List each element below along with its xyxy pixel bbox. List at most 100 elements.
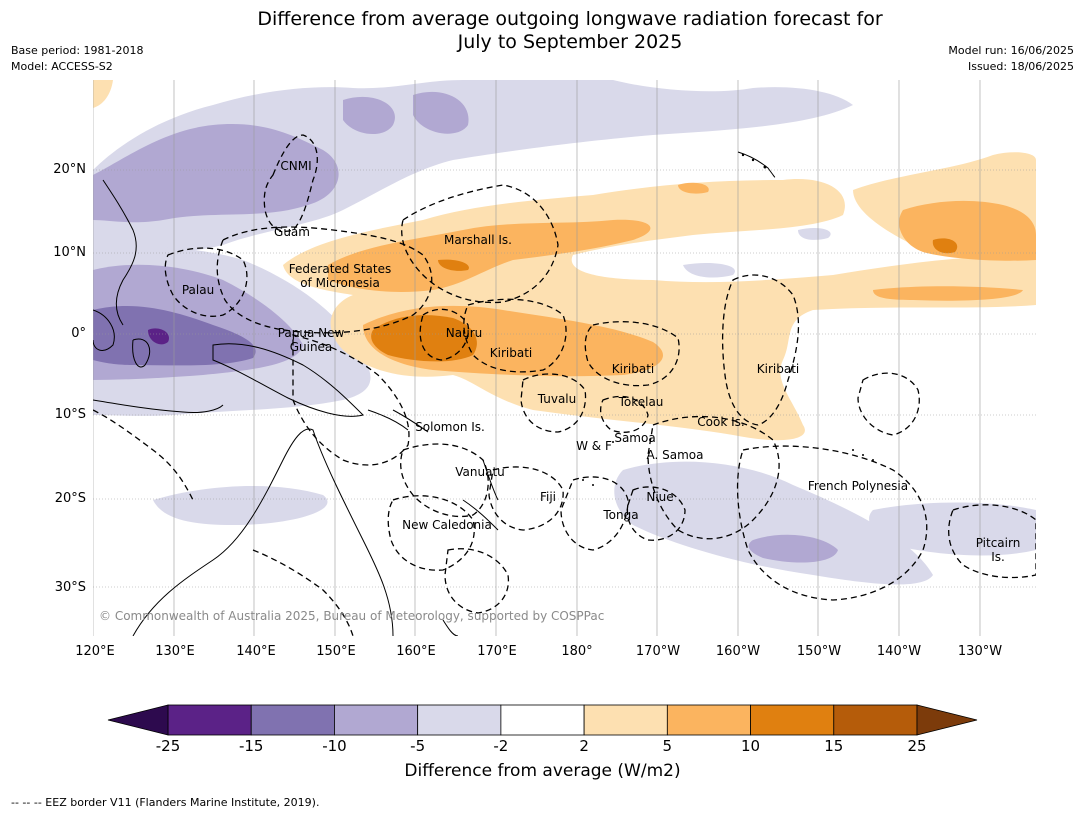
eez-marshall (401, 184, 559, 304)
eez-tuvalu-tokelau (520, 373, 649, 433)
place-label-samoa: Samoa (614, 431, 656, 445)
lon-label-130e: 130°E (155, 644, 195, 659)
eez-kiribati-gilbert (463, 298, 567, 373)
colorbar-segment (666, 704, 751, 736)
colorbar-tick-label: 25 (907, 737, 927, 755)
region-mid-purple-south (748, 534, 838, 563)
place-label-french-polynesia: French Polynesia (807, 479, 909, 493)
eez-tonga-niue (560, 476, 686, 551)
indonesia-coastline (93, 399, 224, 413)
map-canvas (93, 80, 1036, 636)
grid-lines (93, 80, 1036, 636)
lon-label-170e: 170°E (477, 644, 517, 659)
lat-label-20n: 20°N (53, 162, 86, 177)
place-label-cook-islands: Cook Is. (697, 415, 745, 429)
eez-kiribati-line (721, 274, 800, 426)
lon-label-140w: 140°W (876, 644, 922, 659)
lat-label-30s: 30°S (54, 580, 86, 595)
base-period: Base period: 1981-2018 (11, 44, 144, 57)
map-panel (93, 80, 1036, 636)
negative-anomaly-regions (93, 80, 1036, 585)
colorbar-tick-label: -10 (322, 737, 347, 755)
new-zealand-coastline (442, 619, 459, 636)
hawaii-coastline (737, 151, 776, 178)
meta-right: Model run: 16/06/2025 Issued: 18/06/2025 (948, 43, 1074, 75)
place-label-kiribati-central: Kiribati (611, 362, 655, 376)
chart-title: Difference from average outgoing longwav… (257, 8, 883, 53)
model-name: Model: ACCESS-S2 (11, 60, 113, 73)
lon-label-140e: 140°E (236, 644, 276, 659)
place-label-marshall-islands: Marshall Is. (444, 233, 512, 247)
place-label-niue: Niue (646, 490, 674, 504)
lon-label-160w: 160°W (715, 644, 761, 659)
eez-new-caledonia (387, 495, 475, 571)
lon-label-120e: 120°E (75, 644, 115, 659)
eez-palau (164, 247, 248, 317)
eez-vanuatu-fiji (400, 443, 564, 531)
region-mid-orange-west (328, 219, 651, 292)
lon-label-160e: 160°E (396, 644, 436, 659)
place-label-kiribati-east: Kiribati (756, 362, 800, 376)
lon-label-170w: 170°W (635, 644, 681, 659)
eez-nauru (419, 308, 470, 361)
issued-date: Issued: 18/06/2025 (967, 60, 1074, 73)
colorbar-segment (583, 704, 668, 736)
place-label-cnmi: CNMI (280, 159, 312, 173)
region-light-purple-hawaii (683, 227, 831, 278)
place-label-tonga: Tonga (603, 508, 639, 522)
eez-micronesia (216, 226, 433, 334)
colorbar-segment (500, 704, 585, 736)
lon-label-180: 180° (561, 644, 593, 659)
region-mid-purple-north-2 (343, 91, 469, 135)
place-label-wallis-futuna: W & F (576, 439, 612, 453)
region-dark-purple-equator (93, 305, 256, 366)
colorbar-tick-label: 10 (741, 737, 761, 755)
eez-pitcairn (948, 504, 1036, 579)
colorbar-segment (167, 704, 252, 736)
eez-cook-islands (647, 416, 780, 540)
place-label-solomon-islands: Solomon Is. (415, 420, 485, 434)
place-label-pitcairn: Pitcairn Is. (975, 536, 1021, 564)
solomon-islands-coastline (367, 409, 429, 433)
lat-label-10n: 10°N (53, 245, 86, 260)
australia-coastline (132, 428, 394, 636)
region-light-orange-corner (93, 80, 113, 108)
island-specks (582, 153, 874, 486)
place-label-american-samoa: A. Samoa (646, 448, 704, 462)
place-label-tuvalu: Tuvalu (537, 392, 577, 406)
copyright-notice: © Commonwealth of Australia 2025, Bureau… (99, 609, 605, 623)
colorbar-low-extension (107, 704, 169, 736)
place-label-kiribati-west: Kiribati (489, 346, 533, 360)
colorbar-tick-label: -25 (155, 737, 181, 755)
vanuatu-new-caledonia-coastline (462, 459, 499, 531)
eez-french-polynesia (736, 372, 928, 601)
region-deep-purple-core (148, 328, 169, 345)
region-dark-orange-equator (371, 315, 477, 362)
lat-label-10s: 10°S (54, 407, 86, 422)
region-mid-orange-east (678, 182, 1036, 301)
colorbar-tick-label: -5 (410, 737, 426, 755)
colorbar-tick-label: 2 (579, 737, 589, 755)
place-label-vanuatu: Vanuatu (455, 465, 505, 479)
region-mid-purple-north (93, 124, 339, 223)
region-light-purple-north (93, 80, 853, 260)
colorbar-high-extension (916, 704, 978, 736)
eez-australia-east (93, 409, 354, 636)
colorbar-tick-label: -2 (493, 737, 509, 755)
colorbar-tick-label: 15 (824, 737, 844, 755)
place-label-micronesia: Federated States of Micronesia (288, 262, 392, 290)
lat-label-0: 0° (71, 326, 86, 341)
colorbar-segments (167, 704, 918, 736)
colorbar-tick-label: 5 (662, 737, 673, 755)
lat-label-20s: 20°S (54, 491, 86, 506)
place-label-tokelau: Tokelau (618, 395, 664, 409)
colorbar-segment (250, 704, 335, 736)
colorbar-segment (750, 704, 835, 736)
lon-label-150w: 150°W (796, 644, 842, 659)
place-label-guam: Guam (274, 225, 310, 239)
colorbar-tick-label: -15 (238, 737, 264, 755)
place-label-nauru: Nauru (445, 326, 483, 340)
eez-png-solomon (292, 334, 410, 466)
eez-cnmi-guam (263, 134, 318, 232)
new-guinea-coastline (212, 343, 364, 417)
